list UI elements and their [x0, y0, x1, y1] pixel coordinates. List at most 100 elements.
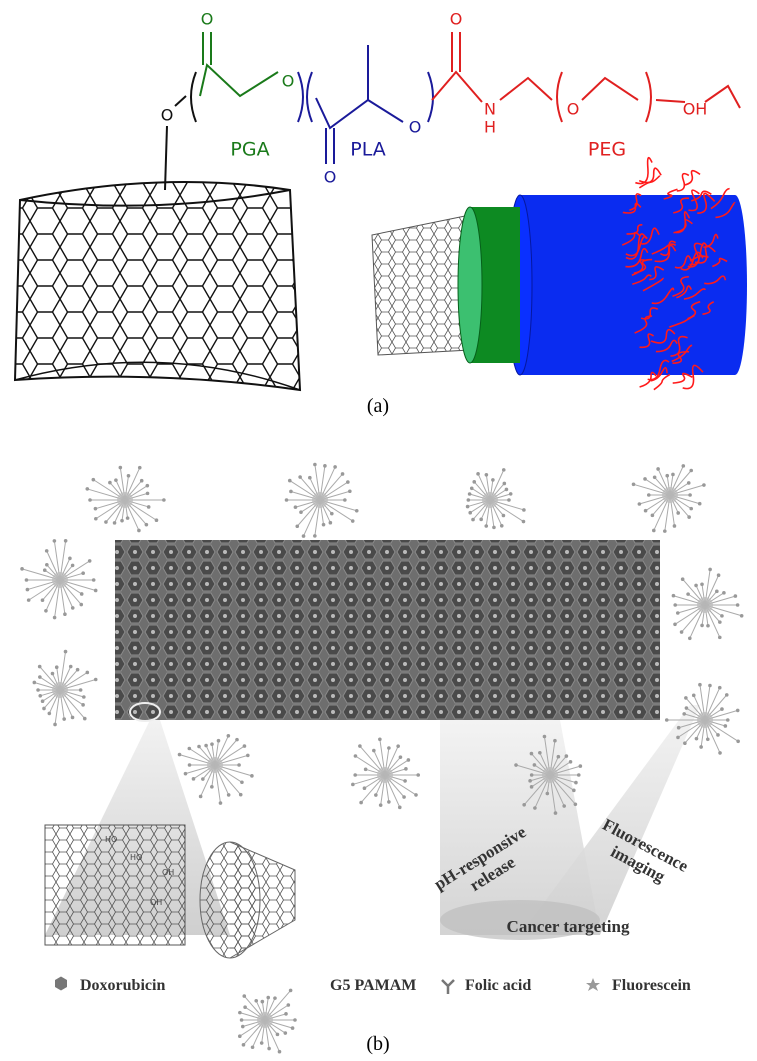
dendrimer-node: [45, 563, 49, 567]
dendrimer-node: [235, 738, 239, 742]
dendrimer-node: [717, 573, 721, 577]
dendrimer-node: [79, 603, 83, 607]
dendrimer-node: [468, 492, 472, 496]
dendrimer-node: [266, 996, 270, 1000]
atom-label: O: [201, 10, 214, 29]
dendrimer-node: [108, 481, 112, 485]
dendrimer-node: [41, 598, 45, 602]
dendrimer-core: [312, 492, 328, 508]
dendrimer-node: [217, 739, 221, 743]
dendrimer-node: [83, 717, 87, 721]
dendrimer-node: [718, 751, 722, 755]
dendrimer-node: [273, 996, 277, 1000]
dendrimer-node: [278, 1050, 282, 1054]
dendrimer-node: [708, 684, 712, 688]
dendrimer-node: [162, 498, 166, 502]
dendrimer-node: [681, 577, 685, 581]
dendrimer-node: [267, 1047, 271, 1051]
dendrimer-node: [718, 620, 722, 624]
dendrimer-node: [698, 502, 702, 506]
dendrimer-node: [155, 518, 159, 522]
dendrimer-node: [351, 783, 355, 787]
atom-label: O: [282, 72, 295, 91]
dendrimer-node: [293, 1018, 297, 1022]
nanotube: [15, 182, 300, 390]
dendrimer-node: [692, 694, 696, 698]
dendrimer-node: [119, 466, 123, 470]
dendrimer-node: [572, 789, 576, 793]
dendrimer-node: [94, 589, 98, 593]
dendrimer-node: [201, 777, 205, 781]
legend-label: Folic acid: [465, 977, 531, 994]
dendrimer-node: [468, 511, 472, 515]
dendrimer-node: [71, 564, 75, 568]
dendrimer: [178, 734, 254, 805]
dendrimer-node: [543, 735, 547, 739]
dendrimer-node: [725, 693, 729, 697]
nanotube: [115, 540, 660, 720]
dendrimer-node: [485, 473, 489, 477]
dendrimer-node: [42, 707, 46, 711]
dendrimer-node: [372, 749, 376, 753]
hydroxyl: OH: [150, 898, 162, 907]
dendrimer-node: [188, 763, 192, 767]
dendrimer-node: [85, 487, 89, 491]
hydroxyl: OH: [162, 868, 174, 877]
dendrimer-node: [672, 594, 676, 598]
dendrimer-node: [644, 509, 648, 513]
dendrimer-node: [720, 614, 724, 618]
dendrimer-node: [146, 492, 150, 496]
panel-label: (b): [366, 1033, 389, 1055]
dendrimer-node: [289, 490, 293, 494]
dendrimer-core: [52, 572, 68, 588]
dendrimer-node: [355, 509, 359, 513]
dendrimer: [85, 466, 165, 533]
dendrimer-node: [652, 529, 656, 533]
dendrimer-node: [706, 624, 710, 628]
dendrimer-node: [466, 505, 470, 509]
atom-label: N: [484, 100, 496, 119]
atom-label: O: [324, 168, 337, 187]
peg-chain: [684, 171, 700, 185]
dendrimer-node: [199, 795, 203, 799]
dendrimer-node: [240, 781, 244, 785]
dendrimer-node: [718, 636, 722, 640]
dendrimer-node: [688, 636, 692, 640]
panel-label: (a): [367, 395, 389, 417]
dendrimer-node: [470, 486, 474, 490]
dendrimer-node: [348, 489, 352, 493]
dendrimer-node: [242, 1043, 246, 1047]
dendrimer-node: [294, 505, 298, 509]
dendrimer-node: [92, 478, 96, 482]
dendrimer-node: [359, 801, 363, 805]
dendrimer-node: [577, 773, 581, 777]
dendrimer-node: [569, 760, 573, 764]
dendrimer-core: [52, 682, 68, 698]
dendrimer: [351, 737, 420, 809]
dendrimer-node: [44, 609, 48, 613]
dendrimer-node: [140, 479, 144, 483]
dendrimer-node: [242, 994, 246, 998]
dendrimer-node: [94, 678, 98, 682]
dendrimer-node: [88, 559, 92, 563]
dendrimer-node: [530, 773, 534, 777]
dendrimer-node: [557, 755, 561, 759]
legend-label: Doxorubicin: [80, 977, 165, 994]
legend-icon: [586, 978, 600, 991]
dendrimer-node: [416, 773, 420, 777]
dendrimer-node: [651, 514, 655, 518]
dendrimer-node: [92, 578, 96, 582]
dendrimer-node: [492, 526, 496, 530]
dendrimer-core: [697, 712, 713, 728]
dendrimer-node: [472, 480, 476, 484]
dendrimer-node: [736, 709, 740, 713]
dendrimer-node: [45, 549, 49, 553]
dendrimer-node: [333, 465, 337, 469]
dendrimer-node: [313, 463, 317, 467]
dendrimer-node: [638, 502, 642, 506]
dendrimer-node: [250, 774, 254, 778]
dendrimer-node: [378, 737, 382, 741]
dendrimer-node: [736, 603, 740, 607]
dendrimer-node: [241, 1025, 245, 1029]
dendrimer-node: [38, 694, 42, 698]
